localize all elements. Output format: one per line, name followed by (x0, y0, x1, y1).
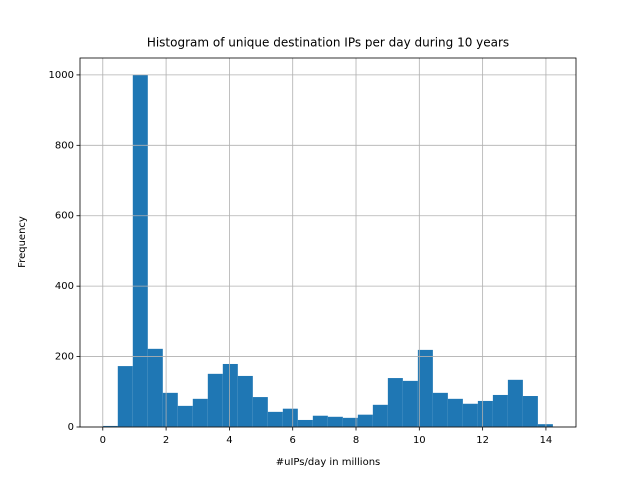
y-tick-label: 600 (55, 211, 74, 222)
y-tick-label: 0 (68, 422, 74, 433)
bar (462, 403, 478, 427)
plot-frame (79, 57, 577, 428)
y-tick-label: 200 (55, 352, 74, 363)
bar (267, 411, 283, 427)
x-tick-label: 8 (353, 435, 359, 446)
bar (372, 404, 388, 427)
bar (222, 363, 238, 427)
bar (402, 380, 418, 427)
bar (492, 394, 508, 427)
bar (327, 416, 343, 427)
x-tick-label: 4 (226, 435, 232, 446)
bar (477, 400, 493, 427)
x-tick-label: 10 (413, 435, 426, 446)
bar (522, 396, 538, 427)
chart-title: Histogram of unique destination IPs per … (147, 36, 509, 50)
bar (117, 366, 133, 427)
bar (297, 419, 313, 427)
bar (207, 373, 223, 427)
x-tick-label: 2 (163, 435, 169, 446)
x-tick-label: 12 (476, 435, 489, 446)
x-tick-label: 0 (100, 435, 106, 446)
x-axis-label: #uIPs/day in millions (276, 457, 381, 468)
bar (312, 415, 328, 427)
bar (282, 408, 298, 427)
y-tick-label: 1000 (49, 70, 74, 81)
bar (387, 378, 403, 427)
x-tick-label: 6 (290, 435, 296, 446)
y-tick-label: 800 (55, 140, 74, 151)
bar (507, 379, 523, 427)
bar (132, 74, 148, 428)
bar (342, 417, 358, 427)
bar (432, 392, 448, 427)
bar (537, 424, 553, 427)
bar (237, 375, 253, 427)
bar (147, 348, 163, 427)
y-tick-label: 400 (55, 281, 74, 292)
x-tick-label: 14 (540, 435, 553, 446)
bar (162, 392, 178, 427)
bar (417, 349, 433, 427)
bar (357, 414, 373, 427)
bar (447, 398, 463, 427)
bar (252, 397, 268, 427)
bar (177, 405, 193, 427)
bar (192, 398, 208, 427)
bar (102, 425, 118, 427)
y-axis-label: Frequency (17, 216, 28, 268)
